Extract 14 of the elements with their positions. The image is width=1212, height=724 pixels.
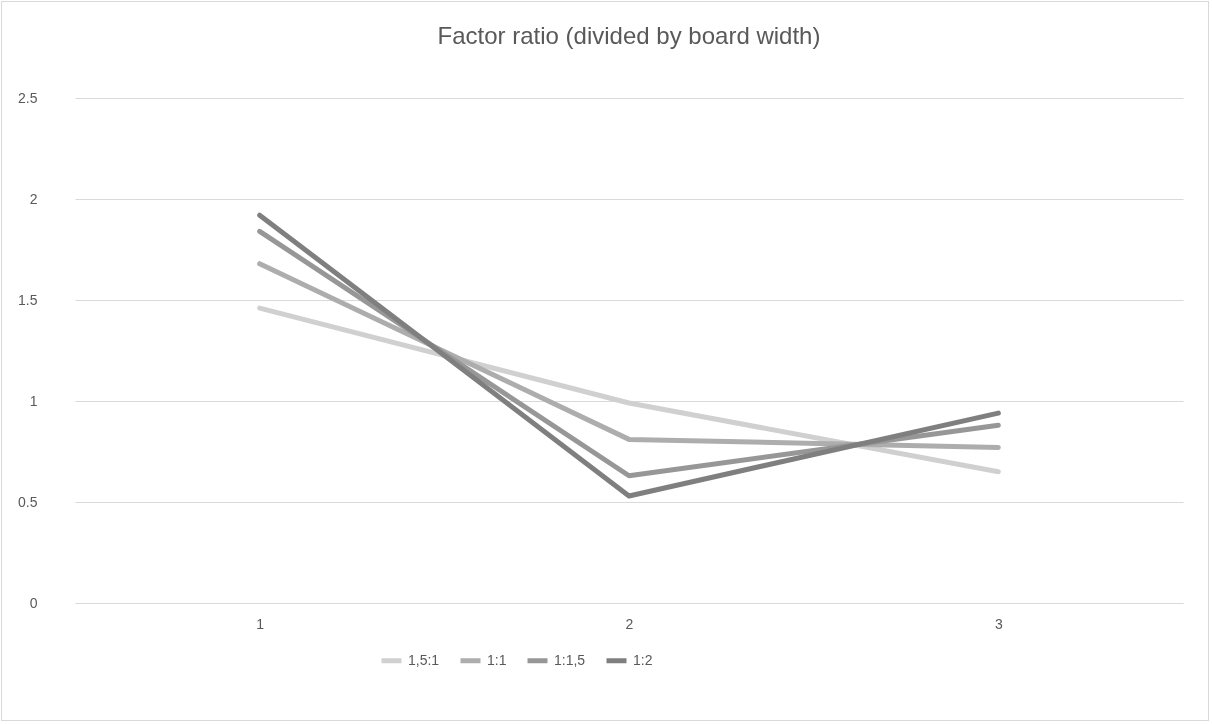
y-tick-label: 2.5 bbox=[18, 89, 38, 106]
y-tick-label: 1 bbox=[29, 392, 38, 409]
y-tick-label: 2 bbox=[29, 190, 38, 207]
legend-label: 1:2 bbox=[633, 651, 653, 668]
y-tick-label: 1.5 bbox=[18, 291, 38, 308]
y-tick-label: 0 bbox=[29, 594, 38, 611]
x-tick-label: 3 bbox=[994, 615, 1003, 632]
chart-title: Factor ratio (divided by board width) bbox=[437, 22, 821, 49]
legend-label: 1:1,5 bbox=[554, 651, 586, 668]
x-tick-label: 2 bbox=[625, 615, 634, 632]
y-tick-label: 0.5 bbox=[18, 493, 38, 510]
legend-label: 1,5:1 bbox=[408, 651, 440, 668]
x-tick-label: 1 bbox=[256, 615, 265, 632]
legend-label: 1:1 bbox=[487, 651, 507, 668]
